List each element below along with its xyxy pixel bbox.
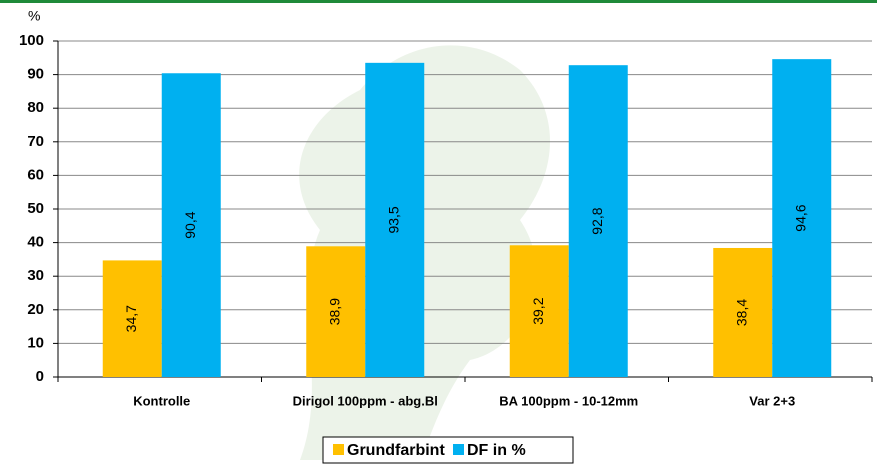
legend-label: DF in % bbox=[467, 442, 526, 459]
x-tick-label: Dirigol 100ppm - abg.Bl bbox=[293, 393, 438, 408]
value-label: 38,9 bbox=[326, 298, 342, 325]
y-tick-label: 90 bbox=[27, 66, 44, 83]
top-rule bbox=[0, 0, 877, 3]
x-tick-label: Var 2+3 bbox=[749, 393, 795, 408]
legend-label: Grundfarbint bbox=[347, 442, 445, 459]
value-label: 38,4 bbox=[733, 299, 749, 326]
y-tick-label: 60 bbox=[27, 166, 44, 183]
value-label: 90,4 bbox=[182, 211, 198, 238]
value-label: 39,2 bbox=[530, 297, 546, 324]
x-tick-label: Kontrolle bbox=[133, 393, 190, 408]
value-label: 94,6 bbox=[792, 204, 808, 231]
y-tick-label: 100 bbox=[19, 32, 44, 49]
y-tick-label: 70 bbox=[27, 133, 44, 150]
y-axis-label: % bbox=[28, 8, 40, 24]
y-tick-label: 50 bbox=[27, 200, 44, 217]
value-label: 34,7 bbox=[123, 305, 139, 332]
chart: % 0 10 20 30 40 50 60 70 80 90 100 Kontrolle 34,7 90,… bbox=[0, 0, 877, 464]
y-tick-label: 20 bbox=[27, 301, 44, 318]
y-tick-label: 10 bbox=[27, 334, 44, 351]
value-label: 93,5 bbox=[385, 206, 401, 233]
x-tick-label: BA 100ppm - 10-12mm bbox=[499, 393, 638, 408]
value-label: 92,8 bbox=[589, 207, 605, 234]
y-tick-label: 30 bbox=[27, 267, 44, 284]
y-tick-label: 40 bbox=[27, 234, 44, 251]
legend-swatch bbox=[333, 444, 344, 455]
legend-swatch bbox=[453, 444, 464, 455]
y-tick-label: 0 bbox=[36, 368, 44, 385]
y-tick-label: 80 bbox=[27, 99, 44, 116]
